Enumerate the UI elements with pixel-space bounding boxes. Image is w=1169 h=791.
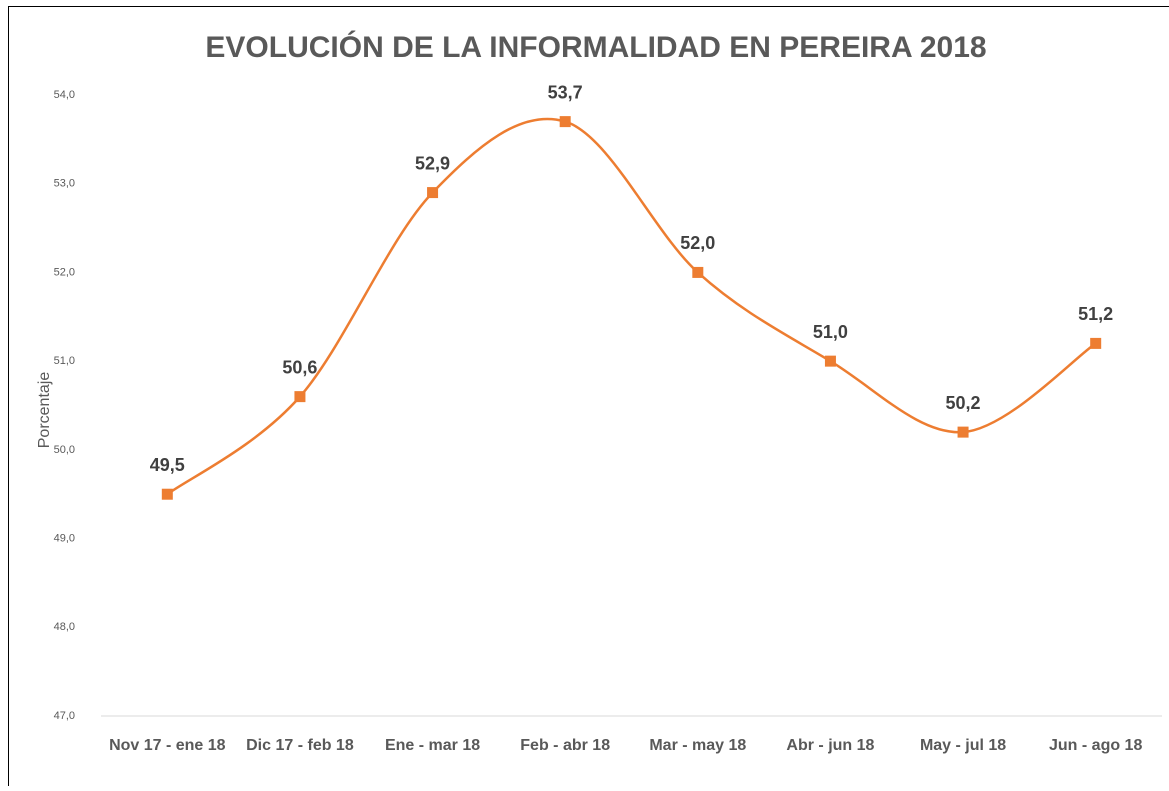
marker [162,489,173,500]
data-label: 51,0 [813,322,848,342]
data-label: 50,2 [946,393,981,413]
data-label: 51,2 [1078,304,1113,324]
data-label: 53,7 [548,82,583,102]
x-tick-label: Feb - abr 18 [520,737,610,754]
y-axis-label: Porcentaje [36,372,53,449]
y-tick-label: 49,0 [54,532,75,544]
y-tick-label: 47,0 [54,710,75,722]
marker [560,116,571,127]
marker [294,391,305,402]
data-label: 52,9 [415,153,450,173]
data-label: 50,6 [282,357,317,377]
marker [958,427,969,438]
data-label: 49,5 [150,455,185,475]
marker [1090,338,1101,349]
x-tick-label: Jun - ago 18 [1049,737,1142,754]
y-tick-label: 52,0 [54,266,75,278]
data-label: 52,0 [680,233,715,253]
y-tick-label: 50,0 [54,444,75,456]
y-tick-label: 53,0 [54,178,75,190]
y-tick-label: 48,0 [54,621,75,633]
x-tick-label: May - jul 18 [920,737,1006,754]
series-line [167,119,1095,494]
marker [825,356,836,367]
x-tick-label: Abr - jun 18 [786,737,874,754]
x-tick-label: Nov 17 - ene 18 [109,737,226,754]
marker [427,187,438,198]
chart-border [9,7,1169,787]
y-tick-label: 54,0 [54,89,75,101]
marker [692,267,703,278]
chart-title: EVOLUCIÓN DE LA INFORMALIDAD EN PEREIRA … [205,30,986,64]
x-tick-label: Mar - may 18 [649,737,746,754]
x-tick-label: Ene - mar 18 [385,737,480,754]
y-tick-label: 51,0 [54,355,75,367]
x-tick-label: Dic 17 - feb 18 [246,737,354,754]
